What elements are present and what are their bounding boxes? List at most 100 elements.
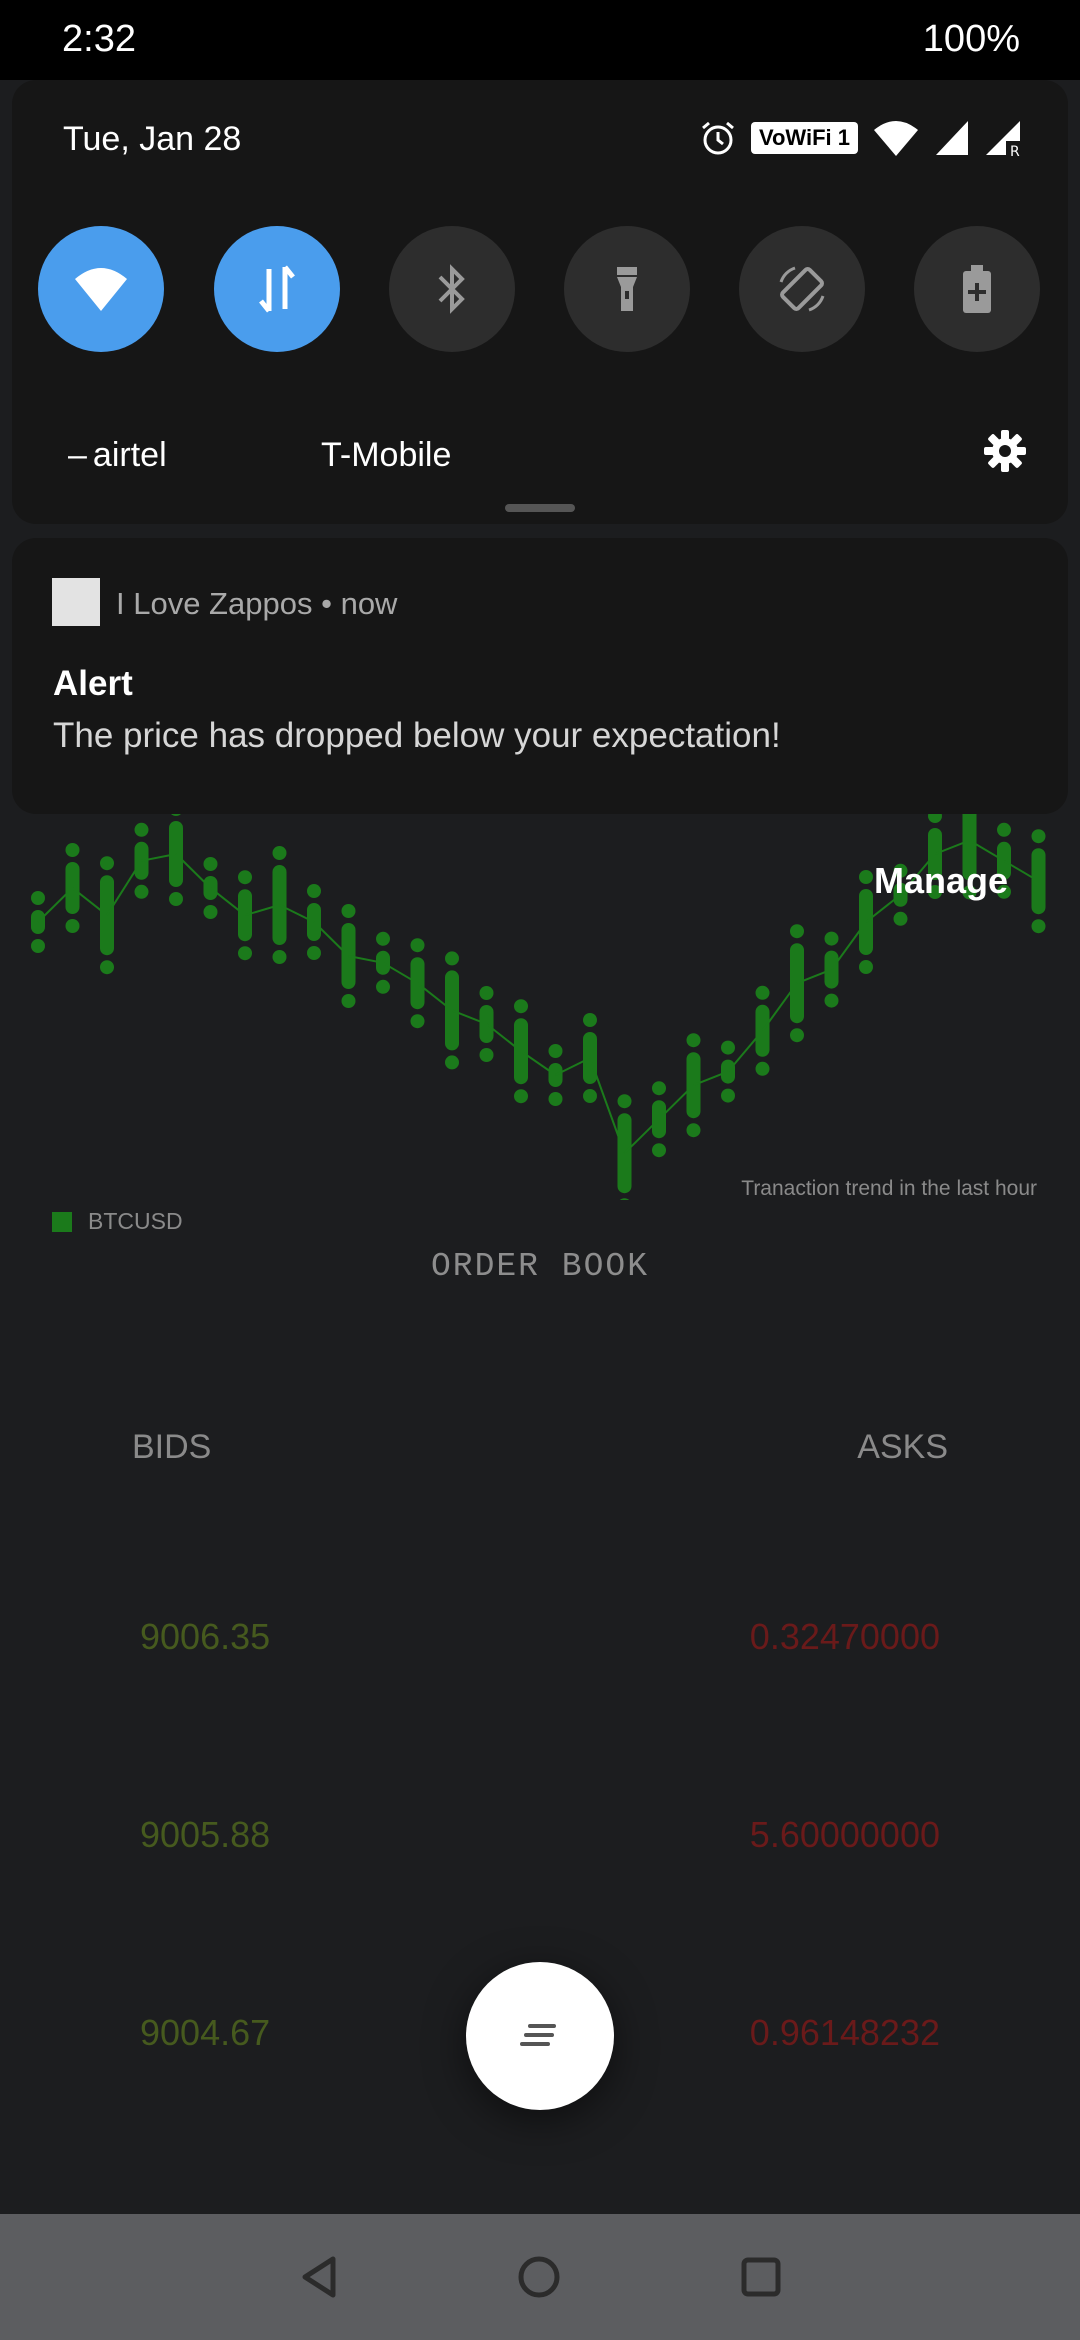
- candle-dot: [859, 870, 873, 884]
- auto-rotate-tile[interactable]: [739, 226, 865, 352]
- notification-header: I Love Zappos • now: [116, 586, 397, 622]
- candle-dot: [100, 856, 114, 871]
- nav-back-button[interactable]: [286, 2244, 352, 2310]
- candle-dot: [721, 1088, 735, 1103]
- status-battery: 100%: [922, 18, 1020, 60]
- bid-price: 9004.67: [140, 2012, 271, 2053]
- candle-dot: [619, 1198, 630, 1200]
- notification-card[interactable]: I Love Zappos • now Alert The price has …: [12, 538, 1068, 814]
- candle-dot: [410, 938, 425, 953]
- candle-dot: [997, 822, 1011, 837]
- notification-separator: •: [321, 586, 332, 621]
- candle-dot: [31, 891, 45, 905]
- order-book-title: ORDER BOOK: [430, 1248, 650, 1285]
- candle-dot: [514, 1089, 528, 1104]
- candle-dot: [514, 999, 528, 1014]
- candle-bar: [376, 950, 390, 975]
- manage-button[interactable]: Manage: [873, 860, 1008, 901]
- candle-dot: [617, 1094, 632, 1109]
- bid-price: 9006.35: [140, 1616, 271, 1657]
- candle-dot: [272, 950, 287, 964]
- notification-body: The price has dropped below your expecta…: [53, 716, 781, 755]
- drag-handle[interactable]: [505, 504, 575, 512]
- menu-lines-icon: [520, 2024, 556, 2046]
- flashlight-tile[interactable]: [564, 226, 690, 352]
- candle-dot: [65, 919, 80, 933]
- mobile-data-tile[interactable]: [214, 226, 340, 352]
- candle-dot: [893, 863, 908, 878]
- qs-date: Tue, Jan 28: [63, 120, 242, 158]
- data-arrows-icon: [259, 265, 295, 313]
- candle-dot: [65, 843, 80, 857]
- back-triangle-icon: [302, 2256, 336, 2298]
- candle-dot: [134, 884, 149, 899]
- ask-amount: 0.96148232: [749, 2012, 940, 2053]
- candle-dot: [962, 885, 977, 900]
- nav-recents-button[interactable]: [728, 2244, 794, 2310]
- candle-dot: [583, 1013, 597, 1027]
- svg-text:R: R: [1010, 144, 1020, 157]
- candle-dot: [790, 924, 804, 939]
- home-circle-icon: [518, 2256, 560, 2298]
- candle-dot: [755, 1061, 770, 1076]
- candle-dot: [1031, 919, 1046, 934]
- candle-dot: [341, 994, 356, 1008]
- sim-divider: –: [68, 436, 87, 474]
- candle-dot: [548, 1092, 563, 1106]
- rotate-icon: [779, 266, 825, 312]
- candle-bar: [514, 1018, 528, 1085]
- candle-bar: [790, 943, 804, 1024]
- status-time: 2:32: [62, 18, 136, 60]
- candle-dot: [238, 946, 252, 961]
- recents-square-icon: [741, 2257, 781, 2297]
- candle-dot: [31, 939, 45, 953]
- candle-dot: [445, 1055, 459, 1070]
- app-icon: [52, 578, 100, 626]
- candle-dot: [238, 870, 252, 885]
- candle-dot: [824, 993, 839, 1008]
- wifi-signal-icon: [874, 121, 918, 156]
- candle-dot: [134, 822, 149, 837]
- candle-dot: [203, 857, 218, 871]
- notification-app-name: I Love Zappos: [116, 586, 313, 621]
- carrier-2[interactable]: T-Mobile: [321, 436, 452, 474]
- price-chart: [31, 781, 1046, 1200]
- menu-fab[interactable]: [466, 1962, 614, 2110]
- candle-dot: [341, 904, 356, 918]
- wifi-tile[interactable]: [38, 226, 164, 352]
- vowifi-badge: VoWiFi 1: [750, 122, 858, 154]
- candle-dot: [721, 1040, 735, 1055]
- candle-dot: [824, 931, 839, 946]
- candle-dot: [479, 986, 494, 1000]
- ask-amount: 0.32470000: [749, 1616, 940, 1657]
- candle-dot: [100, 960, 114, 975]
- battery-saver-tile[interactable]: [914, 226, 1040, 352]
- flashlight-icon: [617, 267, 637, 311]
- candle-dot: [928, 885, 942, 899]
- candle-dot: [169, 892, 183, 906]
- candle-dot: [686, 1033, 701, 1048]
- nav-home-button[interactable]: [506, 2244, 572, 2310]
- order-book-row: 9004.67 0.96148232: [0, 2012, 1080, 2072]
- wifi-icon: [75, 268, 127, 311]
- candle-bar: [755, 1004, 770, 1057]
- candle-dot: [686, 1123, 701, 1138]
- alarm-icon: [701, 121, 734, 155]
- order-book-row: 9005.88 5.60000000: [0, 1814, 1080, 1874]
- settings-gear-icon[interactable]: [982, 428, 1028, 474]
- roaming-signal-icon: R: [986, 121, 1020, 157]
- battery-plus-icon: [963, 265, 991, 313]
- bluetooth-tile[interactable]: [389, 226, 515, 352]
- quick-settings-panel: Tue, Jan 28 VoWiFi 1 R: [12, 80, 1068, 524]
- legend-swatch: [52, 1211, 72, 1232]
- legend-label: BTCUSD: [88, 1208, 183, 1234]
- order-book-row: 9006.35 0.32470000: [0, 1616, 1080, 1676]
- candle-bar: [238, 889, 252, 942]
- cell-signal-icon: [936, 121, 968, 155]
- carrier-1[interactable]: – airtel: [68, 436, 167, 475]
- candle-dot: [755, 985, 770, 1000]
- candle-dot: [893, 911, 908, 926]
- ask-amount: 5.60000000: [749, 1814, 940, 1855]
- candle-bar: [1031, 848, 1046, 915]
- candle-dot: [1031, 829, 1046, 844]
